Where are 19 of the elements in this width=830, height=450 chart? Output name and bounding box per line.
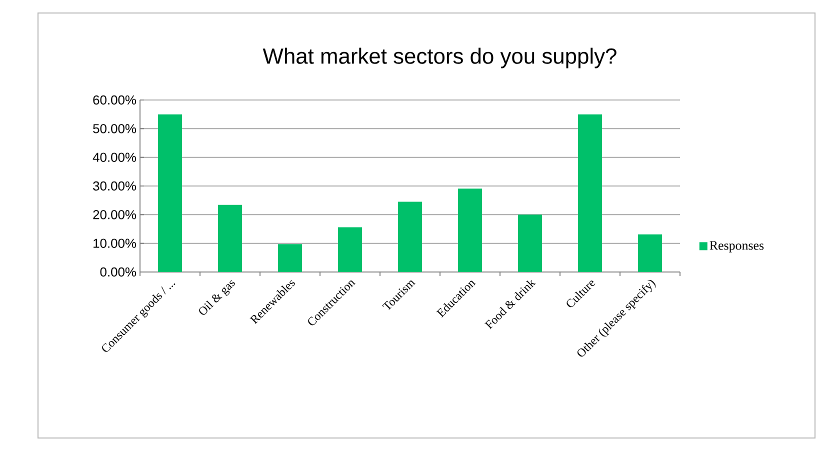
- bar: [638, 234, 662, 272]
- bar: [158, 114, 182, 272]
- bar: [398, 202, 422, 272]
- y-tick-label: 40.00%: [92, 152, 136, 162]
- chart-title: What market sectors do you supply?: [262, 48, 616, 68]
- y-tick-label: 50.00%: [93, 124, 136, 134]
- y-tick-label: 0.00%: [100, 267, 136, 277]
- bar: [518, 214, 542, 272]
- y-tick-label: 60.00%: [93, 95, 136, 105]
- y-tick-label: 30.00%: [93, 181, 136, 191]
- x-tick-label: Oil & gas: [199, 280, 235, 315]
- y-tick-label: 20.00%: [93, 210, 136, 220]
- bar: [278, 244, 302, 272]
- bar: [458, 188, 482, 272]
- bar: [578, 114, 602, 272]
- bar: [218, 204, 242, 272]
- y-tick-label: 10.00%: [94, 238, 136, 248]
- legend-label: Responses: [710, 241, 764, 252]
- bar: [338, 227, 362, 272]
